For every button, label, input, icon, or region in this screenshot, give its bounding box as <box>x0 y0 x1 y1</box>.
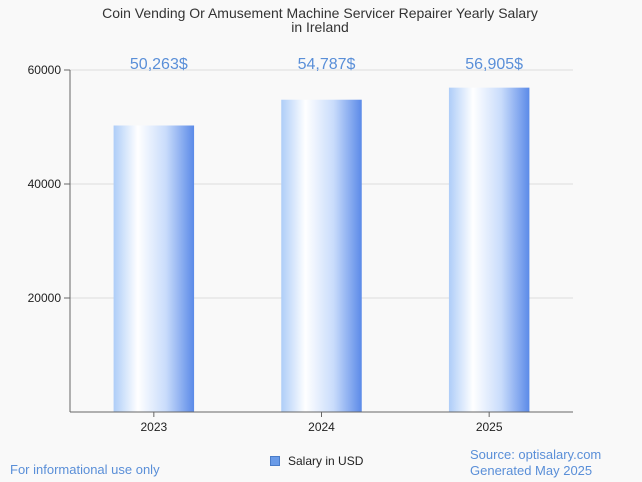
bar <box>448 87 530 412</box>
x-tick-label: 2023 <box>140 420 167 434</box>
y-tick-label: 20000 <box>28 291 62 305</box>
legend-swatch <box>270 456 280 466</box>
chart-title-line-2: in Ireland <box>291 19 349 35</box>
x-tick-label: 2024 <box>308 420 335 434</box>
bar <box>113 125 195 412</box>
axis-layer: 20000 40000 60000 2023 2024 2025 <box>28 63 573 434</box>
source-block: Source: optisalary.com Generated May 202… <box>470 447 601 479</box>
y-tick-label: 40000 <box>28 177 62 191</box>
legend: Salary in USD <box>270 454 363 468</box>
labels-layer: 50,263$ 54,787$ 56,905$ <box>130 56 523 73</box>
source-text: Source: optisalary.com <box>470 447 602 462</box>
chart-title-line-1: Coin Vending Or Amusement Machine Servic… <box>102 5 538 21</box>
y-tick-label: 60000 <box>28 63 62 77</box>
data-label: 54,787$ <box>298 56 356 73</box>
data-label: 56,905$ <box>465 56 523 73</box>
bar <box>281 99 362 412</box>
legend-label: Salary in USD <box>288 454 364 468</box>
data-label: 50,263$ <box>130 56 188 73</box>
generated-text: Generated May 2025 <box>470 463 593 478</box>
x-tick-label: 2025 <box>476 420 503 434</box>
bars-layer <box>113 87 530 412</box>
disclaimer-text: For informational use only <box>10 462 160 477</box>
